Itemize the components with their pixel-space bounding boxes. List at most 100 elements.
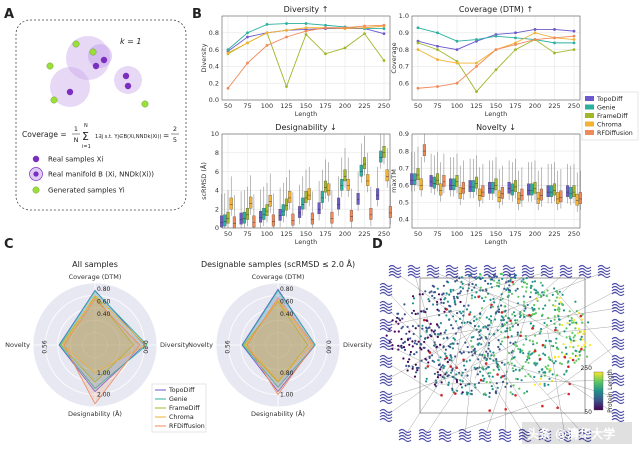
tsne-point [424, 337, 427, 340]
protein-structure-thumbnail [578, 264, 592, 279]
structure-ribbon [379, 417, 393, 423]
tsne-point [572, 339, 575, 342]
box-mark [578, 192, 582, 204]
tsne-point [442, 367, 445, 370]
tsne-point [514, 289, 517, 292]
tsne-point [425, 377, 428, 380]
protein-structure-thumbnail [407, 264, 421, 279]
structure-ribbon [611, 282, 625, 288]
tsne-point [461, 287, 465, 290]
structure-ribbon [518, 428, 532, 434]
x-tick-label: 200 [529, 102, 541, 110]
tsne-highlight-point [422, 318, 426, 322]
tsne-point [433, 383, 436, 386]
tsne-point [554, 326, 557, 329]
tsne-point [547, 356, 551, 359]
x-tick-label: 75 [433, 230, 441, 238]
y-tick-label: 6 [215, 168, 219, 176]
x-tick-label: 225 [548, 230, 560, 238]
protein-structure-thumbnail [611, 318, 625, 333]
protein-structure-thumbnail [379, 300, 393, 315]
tsne-point [454, 377, 457, 380]
tsne-point [547, 364, 550, 367]
tsne-point [485, 289, 488, 292]
structure-ribbon [538, 431, 552, 437]
tsne-point [482, 299, 486, 303]
tsne-point [529, 322, 533, 325]
tsne-point [455, 373, 458, 376]
tsne-point [498, 282, 501, 285]
box-mark [369, 208, 373, 220]
structure-ribbon [538, 428, 552, 434]
y-tick-label: 0.4 [209, 63, 219, 71]
tsne-point [438, 333, 441, 336]
legend-generated-marker [32, 186, 40, 194]
tsne-highlight-point [538, 357, 542, 361]
tsne-point [505, 288, 508, 291]
tsne-highlight-point [531, 327, 535, 330]
data-point [572, 38, 576, 41]
tsne-point [524, 307, 527, 310]
tsne-point [545, 324, 549, 327]
tsne-point [563, 330, 566, 333]
tsne-point [568, 335, 571, 338]
tsne-point [568, 323, 571, 326]
data-point [475, 90, 478, 93]
tsne-point [497, 279, 501, 282]
leader-line [472, 289, 619, 366]
plot-frame [221, 133, 391, 229]
data-point [514, 36, 517, 40]
tsne-point [555, 296, 559, 299]
tsne-point [485, 367, 488, 370]
structure-ribbon [502, 273, 516, 279]
legend-real-manifold: Real manifold B (Xi, NNDk(Xi)) [48, 171, 154, 179]
leader-line [456, 271, 548, 298]
colorbar-top: 250 [581, 365, 593, 372]
diversity-chart: 0.0 0.2 0.4 0.6 0.8 50 75 100 125 150 175 200 225 250… [200, 5, 391, 118]
tsne-point [541, 313, 544, 316]
tsne-point [403, 340, 406, 343]
box-mark [422, 144, 426, 156]
radar-left-title: All samples [72, 260, 118, 269]
tsne-point [488, 395, 491, 398]
tsne-point [533, 383, 537, 386]
tsne-point [473, 383, 476, 386]
structure-ribbon [407, 264, 421, 270]
tsne-point [556, 329, 559, 332]
protein-structure-thumbnail [379, 354, 393, 369]
tsne-point [561, 293, 564, 296]
tsne-point [543, 371, 547, 374]
legend-chroma: Chroma [597, 122, 622, 129]
data-point [455, 61, 459, 65]
tsne-point [493, 301, 496, 304]
tsne-point [497, 339, 500, 342]
tsne-point [494, 318, 497, 321]
tsne-point [481, 374, 484, 377]
formula-indicator: 1∃j s.t. Yj∈B(Xi,NNDk(Xi)) [95, 134, 162, 140]
structure-ribbon [379, 354, 393, 360]
tsne-point [518, 313, 522, 316]
data-point [572, 29, 576, 33]
tsne-point [421, 327, 424, 330]
tsne-point [443, 365, 446, 368]
data-point [514, 31, 517, 35]
protein-structure-thumbnail [611, 300, 625, 315]
generated-sample-dot [141, 100, 149, 108]
data-point [475, 38, 478, 41]
tsne-point [460, 386, 464, 389]
tsne-point [486, 354, 489, 357]
colorbar-bottom: 50 [584, 409, 592, 416]
tsne-point [555, 337, 558, 340]
tsne-point [578, 354, 581, 357]
tsne-point [506, 327, 509, 330]
tsne-point [440, 366, 443, 369]
tsne-point [521, 285, 524, 288]
data-point [436, 85, 439, 88]
data-point [533, 38, 537, 41]
tsne-point [479, 329, 482, 332]
data-point [285, 85, 288, 88]
x-tick-label: 250 [378, 102, 390, 110]
tsne-point [412, 297, 416, 300]
box-mark [252, 215, 256, 228]
box-mark [317, 202, 321, 215]
